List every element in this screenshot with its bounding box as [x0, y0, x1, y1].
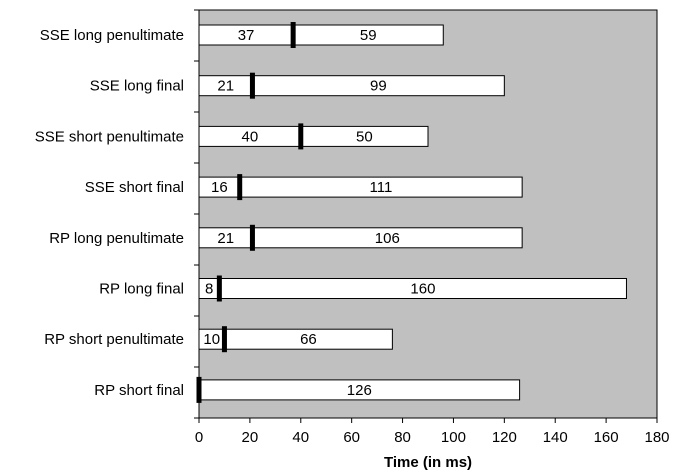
x-axis: 0 20 40 60 80 100 120 140 160 180: [195, 418, 670, 446]
category-label-5: RP long final: [99, 281, 184, 298]
data-label-a-0: 37: [238, 27, 255, 44]
data-label-b-4: 106: [375, 230, 400, 247]
y-axis: [194, 9, 199, 419]
x-axis-title: Time (in ms): [384, 454, 472, 471]
bar-divider-7: [196, 376, 202, 403]
bar-divider-0: [290, 22, 296, 48]
data-label-b-0: 59: [360, 27, 377, 44]
bar-3: [198, 176, 523, 198]
data-label-b-6: 66: [300, 331, 317, 348]
category-label-6: RP short penultimate: [44, 331, 184, 348]
data-label-a-1: 21: [217, 78, 234, 95]
category-label-0: SSE long penultimate: [40, 27, 184, 44]
x-tick-label-8: 160: [594, 429, 619, 446]
data-label-a-5: 8: [205, 281, 213, 298]
x-tick-label-6: 120: [492, 429, 517, 446]
x-tick-label-1: 20: [242, 429, 259, 446]
data-label-a-6: 10: [203, 331, 220, 348]
category-label-1: SSE long final: [90, 78, 184, 95]
data-label-b-2: 50: [356, 128, 373, 145]
category-label-7: RP short final: [94, 382, 184, 399]
data-label-a-4: 21: [217, 230, 234, 247]
category-label-3: SSE short final: [85, 179, 184, 196]
data-label-b-5: 160: [410, 281, 435, 298]
x-tick-label-3: 60: [343, 429, 360, 446]
bar-divider-3: [237, 174, 243, 201]
x-tick-label-0: 0: [195, 429, 203, 446]
plot-area: [198, 9, 658, 419]
data-label-b-7: 126: [347, 382, 372, 399]
bar-2: [198, 125, 429, 147]
data-label-a-3: 16: [211, 179, 228, 196]
data-label-b-3: 111: [370, 179, 393, 196]
bar-divider-6: [221, 326, 227, 353]
bar-6: [198, 328, 393, 350]
bars-group: 37 59 21 99 40 50 16 111 21 106 8 160 10 66 126: [196, 22, 627, 403]
x-tick-label-9: 180: [644, 429, 669, 446]
bar-5: [198, 278, 627, 299]
bar-divider-5: [216, 275, 222, 302]
category-label-4: RP long penultimate: [49, 230, 184, 247]
x-tick-label-5: 100: [441, 429, 466, 446]
category-labels-group: SSE long penultimate SSE long final SSE sh…: [35, 27, 184, 399]
category-label-2: SSE short penultimate: [35, 128, 184, 145]
bar-0: [198, 24, 444, 46]
bar-1: [198, 75, 505, 97]
bar-4: [198, 227, 523, 249]
data-label-a-2: 40: [242, 128, 259, 145]
bar-divider-4: [249, 224, 255, 251]
bar-divider-2: [298, 123, 304, 150]
data-label-b-1: 99: [370, 78, 387, 95]
bar-divider-1: [249, 72, 255, 99]
x-tick-label-4: 80: [394, 429, 411, 446]
x-tick-label-2: 40: [292, 429, 309, 446]
x-tick-label-7: 140: [543, 429, 568, 446]
